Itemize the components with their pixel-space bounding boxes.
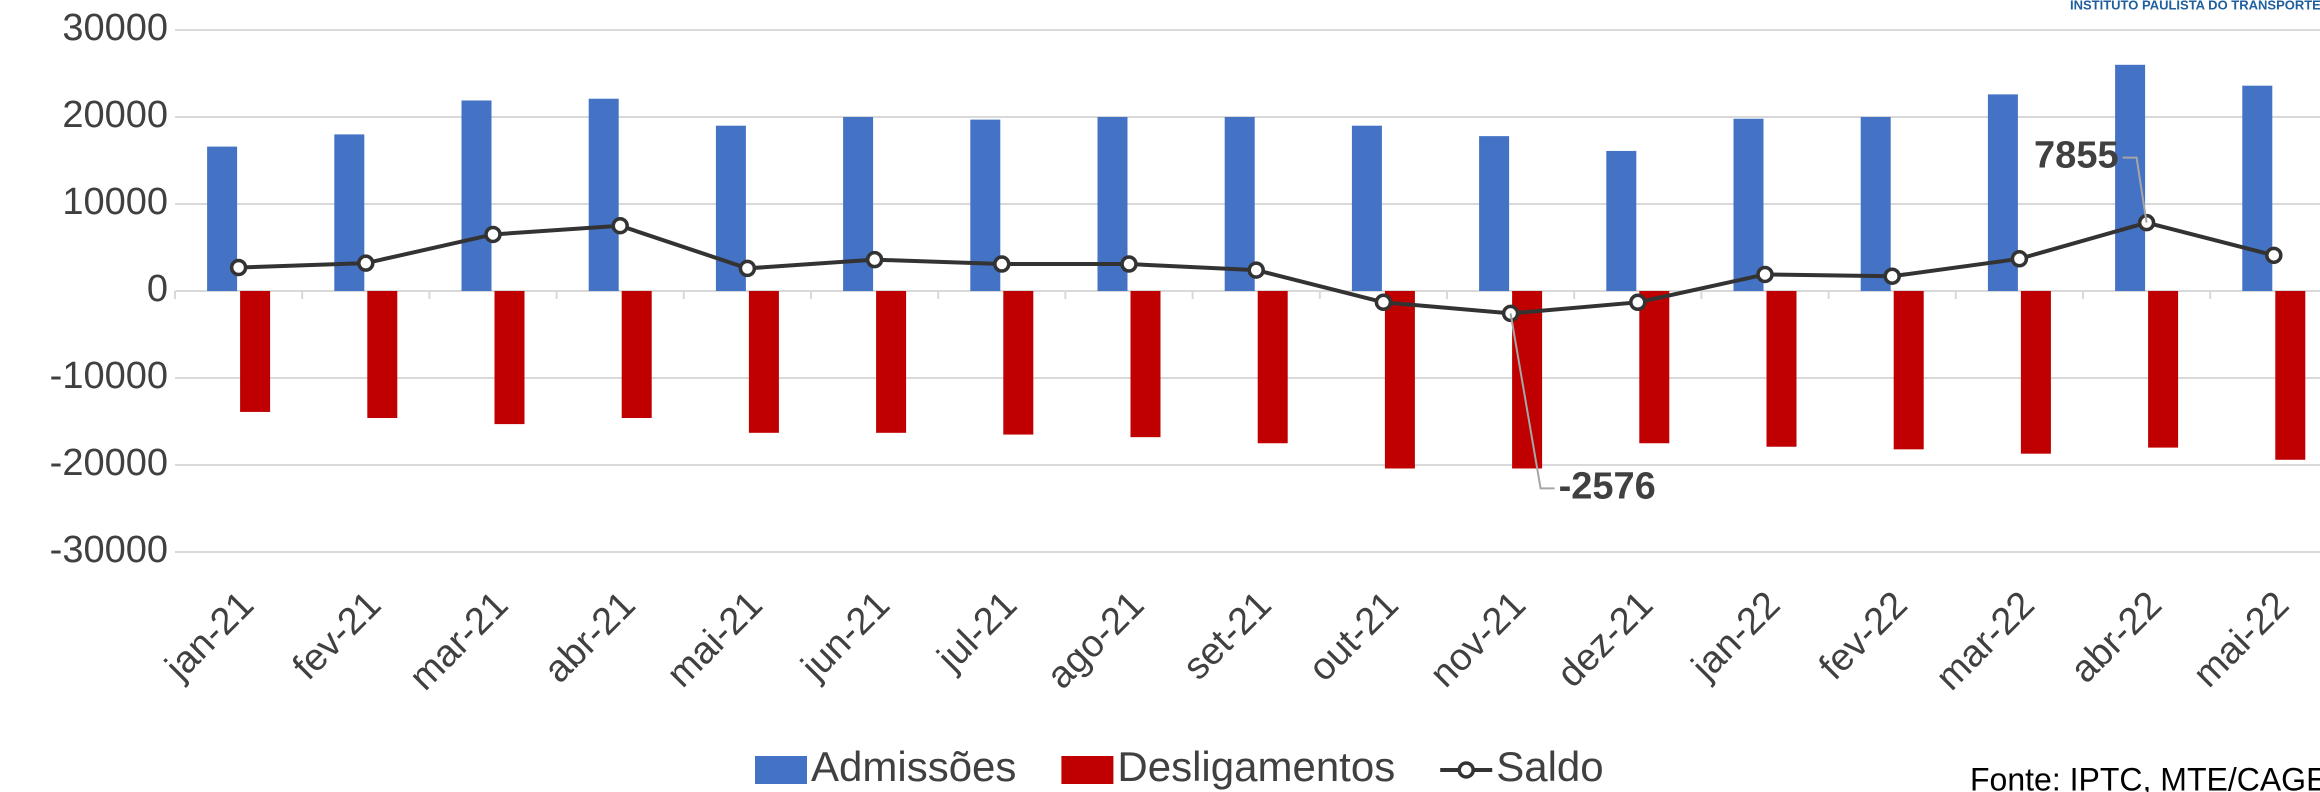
legend-label: Desligamentos — [1117, 743, 1395, 790]
bar — [2148, 291, 2179, 448]
leader-line — [1509, 313, 1555, 490]
x-tick-label: mai-22 — [2185, 584, 2297, 696]
legend-swatch — [755, 756, 807, 784]
x-tick-label: jun-21 — [793, 584, 898, 689]
x-tick-label: jul-21 — [929, 584, 1025, 680]
point — [1883, 267, 1901, 285]
x-tick-label: abr-21 — [536, 584, 643, 691]
bar — [588, 98, 619, 291]
y-tick-label: 10000 — [62, 181, 168, 223]
point — [229, 258, 248, 277]
bar — [1606, 150, 1637, 291]
point — [611, 217, 629, 235]
bar — [748, 291, 779, 433]
x-tick-label: dez-21 — [1549, 584, 1661, 696]
point — [1374, 293, 1393, 312]
data-label: 7855 — [2034, 135, 2119, 177]
point — [738, 259, 757, 278]
x-tick-label: ago-21 — [1039, 584, 1152, 697]
x-tick-label: set-21 — [1175, 584, 1279, 688]
point — [2265, 246, 2283, 265]
legend-label: Admissões — [811, 743, 1016, 790]
x-tick-label: jan-21 — [157, 584, 262, 689]
x-tick-label: nov-21 — [1422, 584, 1534, 696]
bar — [240, 291, 271, 412]
bar — [1733, 118, 1764, 292]
x-tick-label: mar-22 — [1928, 584, 2043, 699]
bar — [1512, 291, 1543, 469]
point — [1629, 293, 1647, 312]
bar — [1860, 117, 1891, 291]
bar — [1479, 136, 1510, 291]
point — [1120, 255, 1138, 273]
x-tick-label: abr-22 — [2063, 584, 2170, 691]
y-tick-label: -30000 — [50, 529, 168, 571]
bar — [461, 100, 492, 291]
x-tick-label: fev-21 — [285, 584, 389, 688]
bar — [1766, 291, 1797, 447]
y-tick-label: 20000 — [62, 94, 168, 136]
x-tick-label: fev-22 — [1811, 584, 1915, 688]
x-tick-label: out-21 — [1301, 584, 1407, 690]
leader-line — [2122, 156, 2148, 223]
point — [993, 255, 1011, 273]
bar — [1257, 291, 1288, 444]
point — [1247, 261, 1265, 279]
source: Fonte: IPTC, MTE/CAGED — [1970, 761, 2320, 792]
bar — [1639, 291, 1670, 444]
y-tick-label: -10000 — [50, 355, 168, 397]
bar — [621, 291, 652, 419]
bar — [494, 291, 525, 425]
y-tick-label: 30000 — [62, 7, 168, 49]
point — [484, 225, 502, 244]
legend-swatch — [1457, 761, 1475, 779]
bar — [1224, 117, 1255, 291]
bar — [1893, 291, 1924, 450]
bar — [367, 291, 398, 419]
bar — [1384, 291, 1415, 469]
x-tick-label: mar-21 — [402, 584, 517, 699]
data-label: -2576 — [1559, 465, 1656, 507]
legend-swatch — [1061, 756, 1114, 784]
bar — [1351, 125, 1382, 291]
y-tick-label: 0 — [147, 268, 168, 310]
point — [865, 250, 884, 269]
bar — [2020, 291, 2051, 454]
point — [2010, 250, 2029, 268]
bar — [1130, 291, 1161, 438]
legend-label: Saldo — [1496, 743, 1603, 790]
bar — [876, 291, 907, 433]
point — [1756, 265, 1774, 284]
bar — [2275, 291, 2306, 460]
x-tick-label: jan-22 — [1683, 584, 1788, 689]
y-tick-label: -20000 — [50, 442, 168, 484]
logo-text: INSTITUTO PAULISTA DO TRANSPORTE DE — [2070, 0, 2320, 12]
bar — [1003, 291, 1034, 435]
point — [357, 254, 375, 272]
x-tick-label: mai-21 — [659, 584, 771, 696]
